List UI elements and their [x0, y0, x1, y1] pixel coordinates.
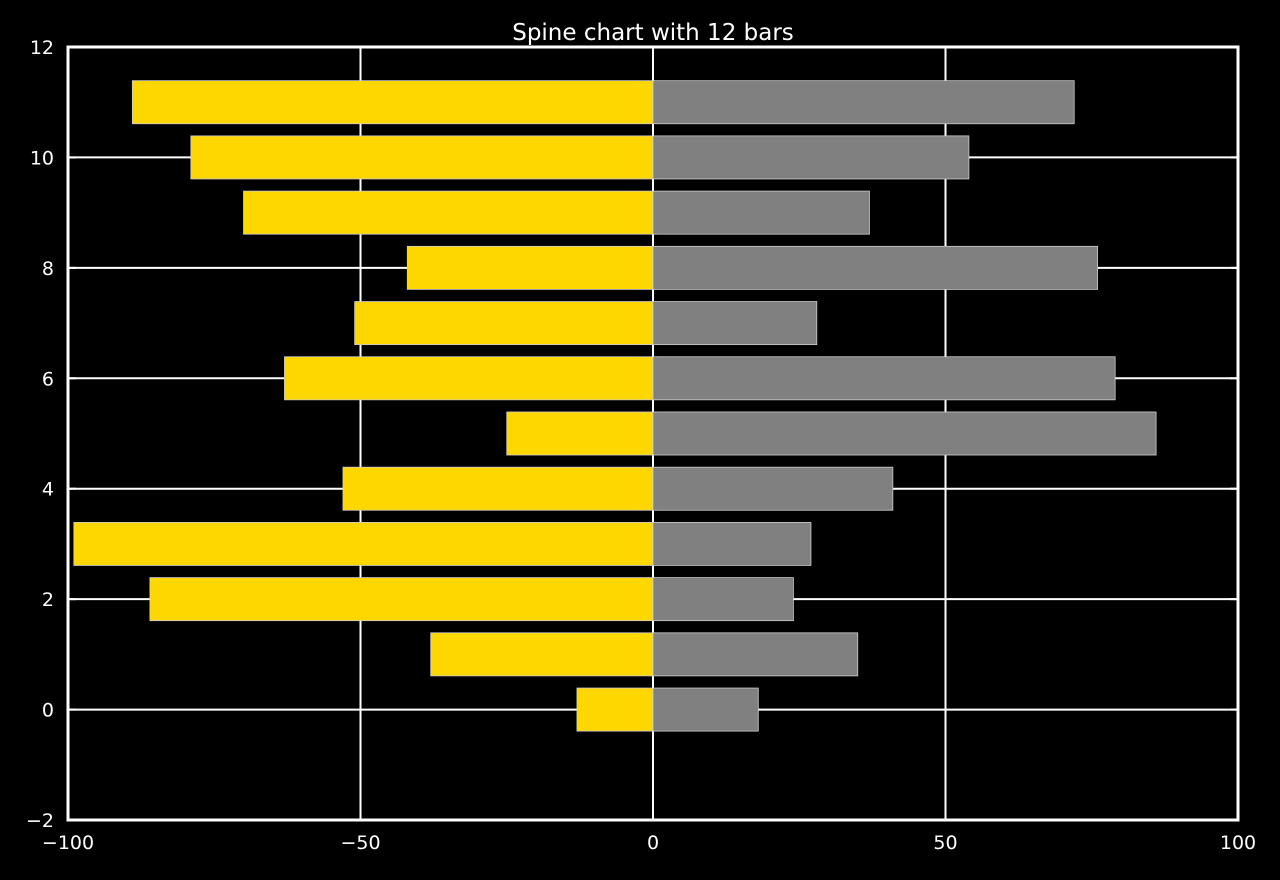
- bar-series-1-cat-8: [652, 245, 1099, 290]
- x-tick-label: −100: [42, 832, 94, 854]
- y-tick-label: 2: [42, 589, 54, 611]
- bar-series-1-cat-5: [652, 411, 1157, 456]
- tick-marks: [67, 46, 1239, 821]
- y-tick-label: 4: [42, 479, 54, 501]
- bar-series-1-cat-7: [652, 301, 818, 346]
- bar-series-1-cat-3: [652, 521, 812, 566]
- x-tick-label: −50: [340, 832, 380, 854]
- x-tick-label: 0: [647, 832, 659, 854]
- y-tick-label: 8: [42, 258, 54, 280]
- chart-title: Spine chart with 12 bars: [512, 20, 794, 46]
- bar-series-0-cat-4: [342, 466, 654, 511]
- bar-series-0-cat-8: [406, 245, 654, 290]
- bar-series-1-cat-1: [652, 632, 859, 677]
- bar-series-0-cat-0: [576, 687, 654, 732]
- bar-series-1-cat-2: [652, 577, 794, 622]
- bar-series-0-cat-2: [149, 577, 654, 622]
- x-tick-label: 100: [1220, 832, 1256, 854]
- bar-series-1-cat-10: [652, 135, 970, 180]
- bar-series-0-cat-3: [73, 521, 654, 566]
- tick-labels: −100 −50 0 50 100 −2 0 2 4 6 8 10 12: [26, 37, 1256, 854]
- y-tick-label: −2: [26, 810, 54, 832]
- y-tick-label: 12: [30, 37, 54, 59]
- bar-series-0-cat-7: [354, 301, 654, 346]
- bar-series-0-cat-6: [284, 356, 654, 401]
- y-tick-label: 10: [30, 147, 54, 169]
- bar-series-0-cat-10: [190, 135, 654, 180]
- bar-series-1-cat-11: [652, 80, 1075, 125]
- bar-series-0-cat-5: [506, 411, 654, 456]
- bar-series-1-cat-0: [652, 687, 759, 732]
- bar-series-1-cat-9: [652, 190, 870, 235]
- bar-series-0-cat-9: [243, 190, 654, 235]
- bar-series-1-cat-4: [652, 466, 894, 511]
- y-tick-label: 6: [42, 368, 54, 390]
- bar-series-1-cat-6: [652, 356, 1116, 401]
- bar-series-0-cat-1: [430, 632, 654, 677]
- bars: [73, 80, 1157, 732]
- bar-series-0-cat-11: [131, 80, 654, 125]
- y-tick-label: 0: [42, 700, 54, 722]
- x-tick-label: 50: [933, 832, 957, 854]
